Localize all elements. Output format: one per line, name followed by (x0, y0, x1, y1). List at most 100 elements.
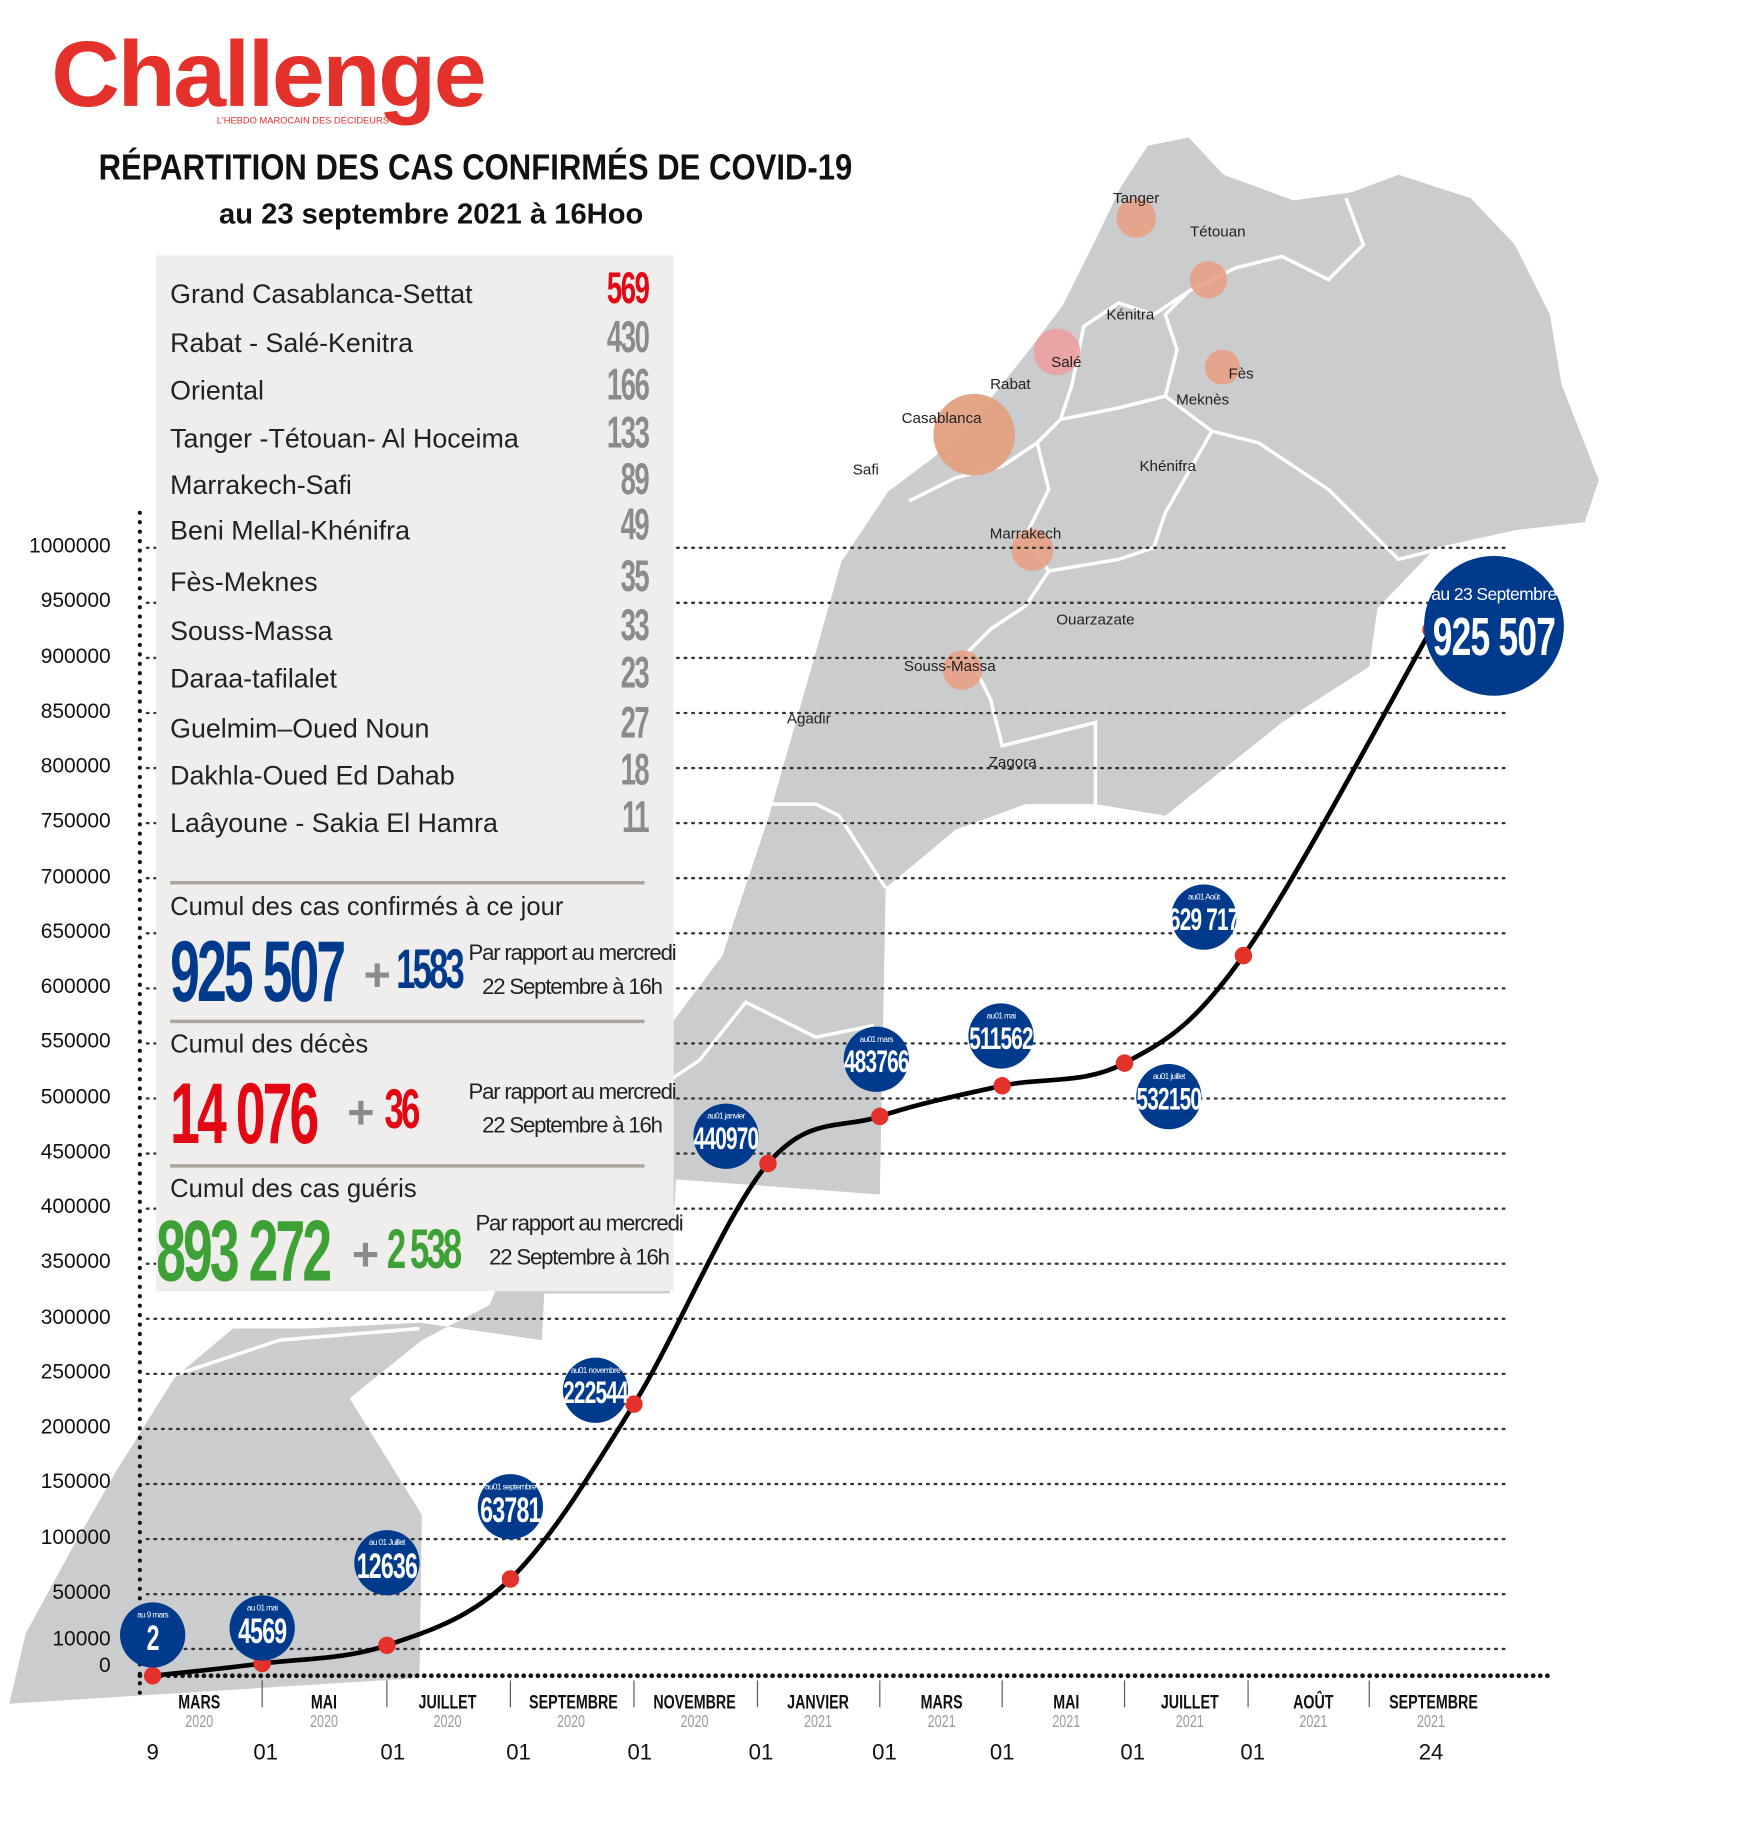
day-label: 01 (748, 1741, 774, 1766)
region-name: Dakhla-Oued Ed Dahab (170, 759, 455, 791)
confirmed-note: Par rapport au mercredi 22 Septembre à 16… (468, 937, 676, 1005)
bubble-value: 629 717 (1168, 901, 1239, 937)
year: 2021 (1052, 1711, 1081, 1732)
deaths-note: Par rapport au mercredi 22 Septembre à 16… (468, 1076, 676, 1144)
y-tick-label: 250000 (40, 1359, 111, 1384)
bubble-date: au 01 Juillet (368, 1539, 406, 1548)
y-tick-label: 750000 (40, 809, 111, 833)
data-point (759, 1154, 777, 1173)
bubble-date: au01 septembre (485, 1483, 536, 1492)
bubble-value: 2 (146, 1619, 160, 1659)
day-label: 01 (380, 1741, 406, 1766)
month: MAI (310, 1690, 338, 1714)
note-line: Par rapport au mercredi (475, 1211, 683, 1237)
year: 2020 (309, 1711, 338, 1732)
bubble-date: au 23 Septembre (1431, 584, 1557, 605)
page-title: RÉPARTITION DES CAS CONFIRMÉS DE COVID-1… (98, 146, 853, 188)
divider (170, 1164, 645, 1168)
year: 2021 (1299, 1711, 1328, 1732)
region-row: Grand Casablanca-Settat 569 (170, 265, 649, 315)
region-name: Guelmim–Oued Noun (170, 713, 430, 744)
y-tick-label: 100000 (40, 1525, 111, 1549)
data-point (625, 1395, 643, 1413)
x-tick-label: JUILLET 2020 (406, 1692, 490, 1732)
day-label: 01 (627, 1741, 653, 1766)
month: MARS (920, 1690, 963, 1714)
y-tick-label: 150000 (40, 1470, 111, 1494)
month: MAI (1053, 1690, 1080, 1714)
city-label: Casablanca (901, 409, 982, 427)
y-tick-label: 500000 (40, 1084, 111, 1108)
confirmed-value: 925 507 (170, 922, 346, 1020)
map-land (9, 137, 1599, 1704)
divider (170, 1019, 645, 1024)
x-tick-label: JUILLET 2021 (1148, 1692, 1232, 1732)
brand-logo: Challenge (51, 22, 486, 126)
x-tick-label: SEPTEMBRE 2021 (1389, 1692, 1478, 1732)
x-tick-label: SEPTEMBRE 2020 (529, 1692, 618, 1732)
day-label: 01 (872, 1741, 897, 1766)
city-label: Tanger (1113, 188, 1160, 207)
y-tick-label: 10000 (52, 1626, 111, 1651)
region-row: Marrakech-Safi 89 (170, 455, 649, 506)
region-row: Dakhla-Oued Ed Dahab 18 (170, 746, 649, 796)
brand-tagline: L'HEBDO MAROCAIN DES DÉCIDEURS (216, 115, 389, 126)
bubble-date: au 01 mai (246, 1604, 278, 1613)
x-tick-label: MAI 2021 (1024, 1692, 1108, 1732)
year: 2020 (433, 1711, 462, 1732)
note-line: 22 Septembre à 16h (482, 1114, 663, 1139)
month: AOÛT (1293, 1690, 1334, 1714)
month: MARS (178, 1690, 221, 1714)
region-count: 430 (606, 313, 649, 363)
region-row: Beni Mellal-Khénifra 49 (170, 501, 649, 552)
y-tick-label: 200000 (40, 1414, 111, 1439)
value-bubble: au 23 Septembre 925 507 (1424, 555, 1564, 696)
y-tick-label: 700000 (40, 864, 111, 888)
region-name: Oriental (170, 375, 265, 406)
page-subtitle: au 23 septembre 2021 à 16Hoo (219, 198, 644, 231)
data-point (1234, 946, 1253, 965)
region-count: 33 (620, 601, 649, 651)
day-label: 01 (1120, 1741, 1146, 1766)
year: 2021 (804, 1711, 833, 1732)
year: 2021 (927, 1711, 956, 1732)
region-count: 23 (620, 649, 649, 699)
city-markers (933, 198, 1240, 690)
region-row: Fès-Meknes 35 (170, 552, 649, 603)
region-count: 11 (621, 793, 650, 843)
stats-panel: Grand Casablanca-Settat 569 Rabat - Salé-K… (156, 255, 684, 1294)
region-name: Grand Casablanca-Settat (170, 278, 473, 309)
region-count: 89 (620, 455, 649, 505)
note-line: Par rapport au mercredi (468, 1080, 676, 1105)
day-label: 01 (253, 1741, 279, 1766)
bubble-date: au01 Août (1188, 893, 1220, 902)
divider (170, 880, 645, 885)
note-line: 22 Septembre à 16h (482, 975, 663, 1000)
city-label: Marrakech (989, 524, 1062, 542)
bubble-value: 63781 (480, 1491, 541, 1531)
y-tick-label: 850000 (40, 698, 111, 723)
y-tick-label: 450000 (40, 1139, 111, 1163)
bubble-value: 440970 (693, 1121, 759, 1157)
plus-sign: + (347, 1087, 375, 1139)
y-tick-label: 0 (99, 1653, 111, 1677)
region-name: Beni Mellal-Khénifra (170, 515, 410, 546)
bubble-date: au01 mars (859, 1035, 894, 1045)
y-tick-label: 400000 (40, 1194, 111, 1218)
region-name: Rabat - Salé-Kenitra (170, 327, 413, 358)
region-row: Souss-Massa 33 (170, 601, 649, 652)
y-tick-label: 800000 (40, 754, 111, 778)
y-tick-label: 550000 (40, 1029, 111, 1053)
note-line: 22 Septembre à 16h (489, 1245, 670, 1271)
month: JUILLET (418, 1690, 477, 1714)
year: 2020 (557, 1711, 586, 1732)
confirmed-delta: 1583 (396, 939, 464, 1002)
city-label: Fès (1228, 364, 1254, 383)
deaths-delta: 36 (384, 1079, 421, 1141)
year: 2020 (680, 1711, 709, 1732)
bubble-date: au01 janvier (707, 1112, 745, 1122)
region-row: Guelmim–Oued Noun 27 (170, 699, 649, 750)
bubble-date: au01 mai (986, 1012, 1016, 1021)
